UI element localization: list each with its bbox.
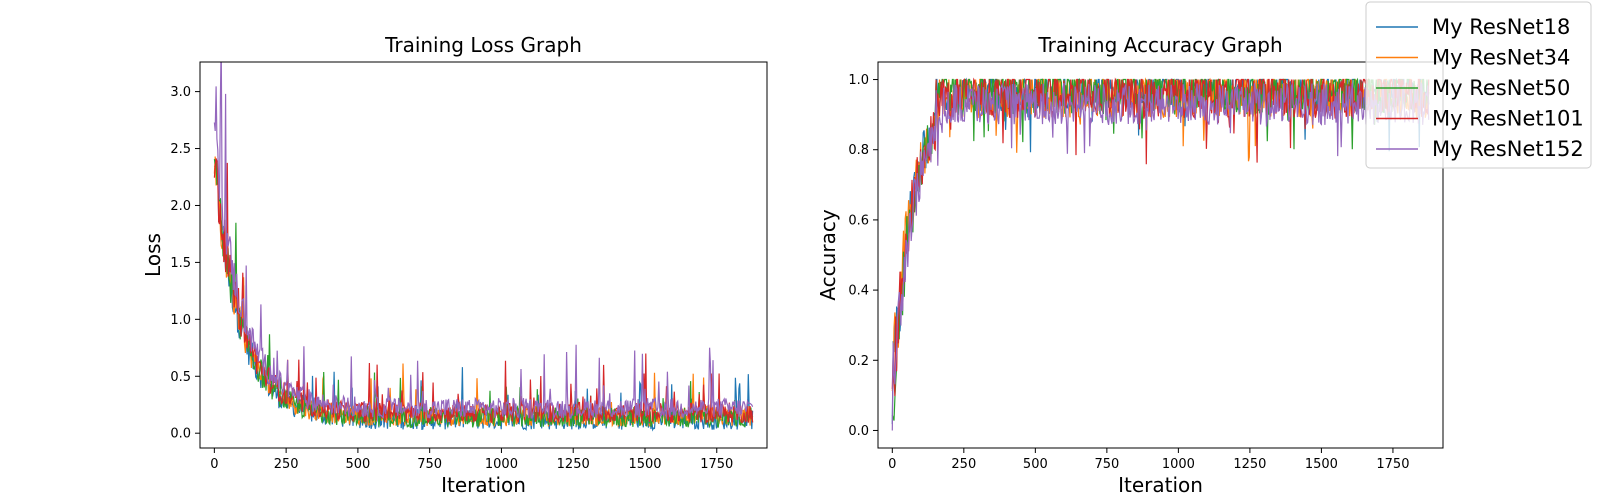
x-tick-label: 750 [1094,457,1119,472]
y-axis-label: Accuracy [816,209,840,300]
x-axis-label: Iteration [441,473,526,497]
x-tick-label: 250 [951,457,976,472]
y-tick-label: 0.8 [848,143,869,158]
series-line-my-resnet18 [213,162,754,432]
legend-label-my-resnet34: My ResNet34 [1432,46,1570,70]
y-tick-label: 2.5 [170,142,191,157]
chart-title: Training Loss Graph [384,33,582,57]
x-axis-label: Iteration [1118,473,1203,497]
x-tick-label: 1000 [1162,457,1195,472]
plot-frame [199,61,768,449]
x-tick-label: 250 [274,457,299,472]
accuracy-chart: 0 250 500 750 1000 1250 1500 1750 0.0 0.2 0.4 0.6 0.… [816,33,1444,497]
x-tick-label: 0 [210,457,218,472]
legend-label-my-resnet101: My ResNet101 [1432,107,1584,131]
y-tick-label: 1.0 [170,313,191,328]
loss-chart: 0 250 500 750 1000 1250 1500 1750 0.0 0.5 1.0 1.5 2.… [141,33,768,497]
x-tick-label: 1250 [557,457,590,472]
y-tick-label: 0.2 [848,354,869,369]
x-tick-label: 1000 [485,457,518,472]
x-tick-label: 1750 [1376,457,1409,472]
legend-label-my-resnet18: My ResNet18 [1432,15,1570,39]
series-line-my-resnet101 [213,158,754,425]
x-tick-label: 1250 [1233,457,1266,472]
y-axis-label: Loss [141,233,165,277]
series-line-my-resnet152 [891,81,1430,431]
series-line-my-resnet50 [891,77,1430,421]
y-tick-label: 0.4 [848,284,869,299]
series-group [891,77,1430,431]
series-group [213,62,754,432]
y-tick-label: 3.0 [170,85,191,100]
legend: My ResNet18 My ResNet34 My ResNet50 My ResN… [1365,1,1592,169]
y-tick-label: 0.5 [170,370,191,385]
x-tick-label: 0 [888,457,896,472]
y-tick-label: 0.0 [848,424,869,439]
y-tick-label: 2.0 [170,199,191,214]
y-tick-label: 1.5 [170,256,191,271]
series-line-my-resnet18 [891,77,1430,425]
y-tick-label: 0.6 [848,213,869,228]
y-tick-label: 1.0 [848,73,869,88]
legend-box [1365,1,1592,169]
x-tick-label: 1750 [700,457,733,472]
chart-title: Training Accuracy Graph [1037,33,1282,57]
legend-label-my-resnet152: My ResNet152 [1432,137,1584,161]
x-tick-label: 750 [417,457,442,472]
y-tick-label: 0.0 [170,427,191,442]
x-tick-label: 500 [345,457,370,472]
x-tick-label: 500 [1023,457,1048,472]
plot-frame [877,61,1444,449]
legend-label-my-resnet50: My ResNet50 [1432,76,1570,100]
x-tick-label: 1500 [628,457,661,472]
x-tick-label: 1500 [1305,457,1338,472]
series-line-my-resnet152 [213,62,754,421]
series-line-my-resnet101 [891,77,1430,397]
series-line-my-resnet34 [891,77,1430,391]
